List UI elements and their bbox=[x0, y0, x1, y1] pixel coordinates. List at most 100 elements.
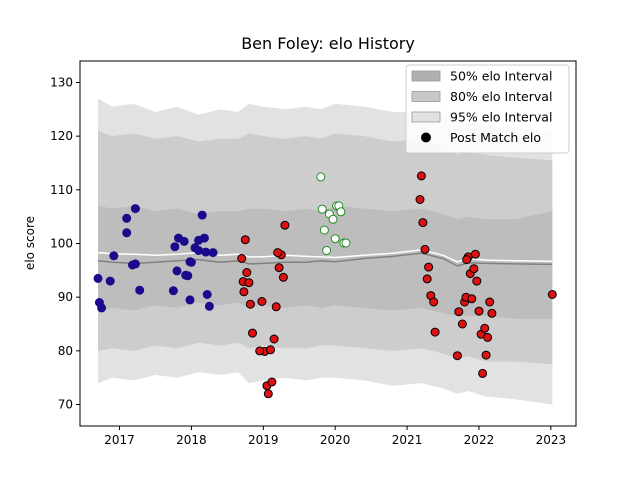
post-match-elo-point bbox=[269, 334, 279, 344]
post-match-elo-point bbox=[183, 271, 193, 281]
mean-elo-line bbox=[97, 249, 553, 263]
post-match-elo-point bbox=[237, 254, 247, 263]
post-match-elo-point bbox=[278, 272, 288, 282]
post-match-elo-point bbox=[430, 327, 440, 337]
x-tick-label: 2022 bbox=[464, 433, 495, 447]
post-match-elo-point bbox=[470, 249, 480, 259]
post-match-elo-point bbox=[317, 204, 327, 214]
post-match-elo-point bbox=[481, 350, 491, 360]
plot-area bbox=[93, 98, 557, 405]
post-match-elo-point bbox=[416, 171, 426, 181]
legend-box bbox=[405, 64, 570, 154]
post-match-elo-point bbox=[266, 345, 275, 355]
band-50-interval bbox=[98, 205, 553, 319]
post-match-elo-point bbox=[245, 299, 255, 309]
post-match-elo-point bbox=[172, 266, 182, 276]
chart-title: Ben Foley: elo History bbox=[241, 34, 415, 53]
post-match-elo-point bbox=[472, 276, 482, 286]
post-match-elo-point bbox=[263, 389, 273, 399]
post-match-elo-point bbox=[122, 228, 132, 238]
post-match-elo-point bbox=[248, 328, 257, 338]
x-tick-label: 2017 bbox=[104, 433, 135, 447]
post-match-elo-point bbox=[202, 290, 212, 299]
post-match-elo-point bbox=[240, 235, 250, 245]
post-match-elo-point bbox=[273, 248, 283, 258]
post-match-elo-point bbox=[429, 297, 439, 307]
post-match-elo-point bbox=[244, 278, 254, 288]
post-match-elo-point bbox=[319, 225, 329, 235]
post-match-elo-point bbox=[185, 257, 195, 267]
x-tick-label: 2019 bbox=[248, 433, 279, 447]
x-tick-label: 2023 bbox=[536, 433, 567, 447]
post-match-elo-point bbox=[280, 220, 290, 230]
y-tick-label: 100 bbox=[50, 237, 73, 251]
post-match-elo-point bbox=[469, 264, 479, 274]
post-match-elo-point bbox=[341, 238, 351, 248]
post-match-elo-point bbox=[322, 246, 332, 255]
post-match-elo-point bbox=[239, 287, 249, 297]
post-match-elo-point bbox=[130, 259, 140, 269]
legend-label: 80% elo Interval bbox=[450, 89, 552, 104]
post-match-elo-point bbox=[242, 268, 252, 277]
post-match-elo-point bbox=[109, 251, 119, 261]
post-match-elo-point bbox=[418, 218, 428, 228]
y-tick-label: 120 bbox=[50, 129, 73, 143]
post-match-elo-point bbox=[422, 274, 432, 284]
post-match-elo-point bbox=[194, 235, 204, 245]
axes: 2017 2018 2019 2020 2021 2022 2023 70 80 90 100 110… bbox=[50, 60, 577, 447]
y-tick-label: 70 bbox=[58, 398, 73, 412]
median-elo-line bbox=[97, 252, 553, 267]
post-match-elo-point bbox=[122, 213, 132, 223]
post-match-elo-point bbox=[485, 297, 495, 307]
legend-marker bbox=[421, 132, 431, 143]
post-match-elo-point bbox=[480, 323, 490, 333]
post-match-elo-point bbox=[328, 214, 338, 224]
x-tick-label: 2018 bbox=[176, 433, 207, 447]
x-tick-label: 2021 bbox=[392, 433, 423, 447]
legend-label: Post Match elo bbox=[450, 130, 541, 145]
y-axis-label: elo score bbox=[23, 216, 37, 270]
post-match-elo-point bbox=[197, 210, 207, 220]
legend-swatch bbox=[411, 91, 441, 102]
y-tick-label: 90 bbox=[58, 290, 73, 304]
post-match-elo-point bbox=[93, 273, 103, 283]
post-match-elo-point bbox=[452, 351, 462, 361]
y-tick-label: 130 bbox=[50, 75, 73, 89]
legend-label: 95% elo Interval bbox=[450, 110, 552, 125]
post-match-elo-point bbox=[457, 319, 467, 329]
post-match-elo-point bbox=[462, 255, 472, 265]
post-match-elo-point bbox=[415, 195, 425, 204]
post-match-elo-point bbox=[257, 297, 267, 306]
post-match-elo-point bbox=[204, 301, 214, 311]
post-match-elo-point bbox=[316, 172, 326, 182]
post-match-elo-point bbox=[208, 248, 218, 258]
post-match-elo-point bbox=[267, 377, 277, 387]
post-match-elo-point bbox=[105, 276, 115, 286]
post-match-elo-point bbox=[170, 242, 180, 252]
post-match-elo-point bbox=[330, 234, 340, 244]
post-match-elo-point bbox=[185, 295, 195, 305]
y-tick-label: 80 bbox=[58, 344, 73, 358]
post-match-elo-point bbox=[97, 303, 107, 313]
legend-swatch bbox=[411, 111, 441, 123]
post-match-elo-point bbox=[547, 290, 557, 299]
post-match-elo-point bbox=[483, 332, 493, 342]
post-match-elo-point bbox=[168, 286, 178, 296]
post-match-elo-point bbox=[255, 346, 265, 356]
x-tick-label: 2020 bbox=[320, 433, 351, 447]
post-match-elo-point bbox=[194, 246, 204, 255]
post-match-elo-point bbox=[487, 308, 497, 318]
post-match-elo-point bbox=[135, 285, 145, 295]
legend-label: 50% elo Interval bbox=[450, 69, 552, 84]
post-match-elo-point bbox=[478, 368, 488, 378]
post-match-elo-point bbox=[454, 307, 464, 317]
post-match-elo-point bbox=[467, 294, 477, 304]
post-match-elo-point bbox=[474, 306, 484, 316]
post-match-elo-point bbox=[420, 244, 430, 254]
legend-swatch bbox=[411, 70, 441, 82]
legend: 50% elo Interval 80% elo Interval 95% elo … bbox=[405, 64, 570, 154]
post-match-elo-point bbox=[271, 302, 281, 312]
post-match-elo-point bbox=[336, 207, 346, 217]
post-match-elo-point bbox=[130, 204, 140, 214]
